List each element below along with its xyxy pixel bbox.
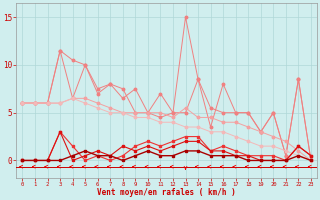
- X-axis label: Vent moyen/en rafales ( km/h ): Vent moyen/en rafales ( km/h ): [97, 188, 236, 197]
